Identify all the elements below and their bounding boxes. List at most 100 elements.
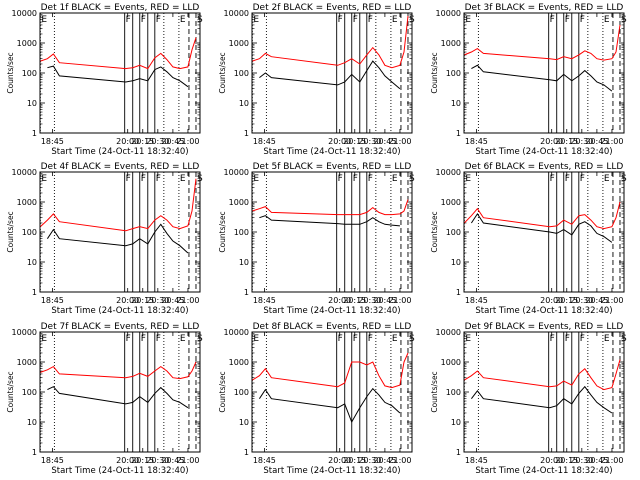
x-tick-label: 18:45: [41, 296, 64, 305]
series-line-lld: [252, 199, 409, 216]
x-tick-label: 20:00: [540, 137, 563, 146]
event-marker-label: F: [338, 334, 343, 344]
y-tick-label: 1: [244, 288, 249, 297]
y-tick-label: 10000: [224, 9, 249, 18]
y-axis-label: Counts/sec: [430, 371, 439, 412]
event-marker-label: F: [126, 174, 131, 184]
x-axis-label: Start Time (24-Oct-11 18:32:40): [475, 466, 612, 476]
y-tick-label: 10000: [12, 9, 37, 18]
x-tick-label: 20:45: [373, 137, 396, 146]
x-tick-label: 21:00: [176, 456, 199, 465]
x-axis-label: Start Time (24-Oct-11 18:32:40): [263, 466, 400, 476]
x-axis-label: Start Time (24-Oct-11 18:32:40): [51, 306, 188, 316]
x-tick-label: 20:15: [131, 296, 154, 305]
x-tick-label: 20:00: [116, 137, 139, 146]
series-line-events: [471, 385, 613, 414]
y-tick-label: 10: [27, 99, 37, 108]
panel-9: Det 9f BLACK = Events, RED = LLD Counts/s…: [430, 322, 627, 476]
panel-4: Det 4f BLACK = Events, RED = LLD Counts/s…: [6, 162, 203, 316]
plot-frame: [39, 12, 201, 134]
event-marker-label: E: [253, 15, 259, 25]
x-axis-label: Start Time (24-Oct-11 18:32:40): [475, 306, 612, 316]
event-marker-label: E: [180, 334, 186, 344]
x-axis-label: Start Time (24-Oct-11 18:32:40): [51, 147, 188, 157]
plot-frame: [39, 331, 201, 453]
series-line-events: [471, 64, 613, 92]
panel-title: Det 8f BLACK = Events, RED = LLD: [253, 322, 412, 332]
plot-frame: [463, 171, 625, 293]
x-tick-label: 20:00: [540, 296, 563, 305]
x-tick-label: 18:45: [465, 456, 488, 465]
series-line-events: [259, 215, 400, 227]
series-line-lld: [40, 361, 197, 380]
series-line-events: [258, 387, 401, 424]
y-tick-label: 1000: [17, 358, 37, 367]
y-tick-label: 100: [22, 388, 37, 397]
y-tick-label: 100: [22, 228, 37, 237]
event-marker-label: E: [392, 334, 398, 344]
event-marker-label: F: [550, 334, 555, 344]
x-tick-label: 20:30: [146, 137, 169, 146]
x-tick-label: 20:45: [585, 137, 608, 146]
y-tick-label: 1: [32, 129, 37, 138]
x-tick-label: 21:00: [600, 456, 623, 465]
panel-title: Det 2f BLACK = Events, RED = LLD: [253, 3, 412, 13]
x-tick-label: 20:30: [146, 456, 169, 465]
x-tick-label: 21:00: [176, 296, 199, 305]
series-line-lld: [252, 352, 409, 389]
panel-title: Det 4f BLACK = Events, RED = LLD: [41, 162, 200, 172]
event-marker-label: F: [141, 334, 146, 344]
series-line-lld: [39, 178, 197, 232]
x-tick-label: 20:45: [161, 137, 184, 146]
event-marker-label: E: [392, 15, 398, 25]
y-tick-label: 1: [456, 288, 461, 297]
y-tick-label: 1: [32, 288, 37, 297]
y-axis-label: Counts/sec: [430, 52, 439, 93]
y-tick-label: 10: [451, 418, 461, 427]
y-tick-label: 10000: [436, 9, 461, 18]
panel-title: Det 5f BLACK = Events, RED = LLD: [253, 162, 412, 172]
y-tick-label: 10: [27, 258, 37, 267]
x-tick-label: 18:45: [253, 137, 276, 146]
y-tick-label: 1: [456, 129, 461, 138]
x-tick-label: 20:15: [343, 296, 366, 305]
y-tick-label: 1: [244, 448, 249, 457]
plot-frame: [463, 12, 625, 134]
x-tick-label: 20:00: [328, 456, 351, 465]
event-marker-label: F: [580, 174, 585, 184]
y-axis-label: Counts/sec: [218, 211, 227, 252]
panel-title: Det 7f BLACK = Events, RED = LLD: [41, 322, 200, 332]
panel-2: Det 2f BLACK = Events, RED = LLD Counts/s…: [218, 3, 415, 157]
event-marker-label: E: [465, 174, 471, 184]
event-marker-label: F: [565, 334, 570, 344]
event-marker-label: E: [41, 174, 47, 184]
y-axis-label: Counts/sec: [6, 52, 15, 93]
y-tick-label: 1000: [229, 358, 249, 367]
y-tick-label: 100: [234, 228, 249, 237]
x-tick-label: 21:00: [388, 456, 411, 465]
event-marker-label: F: [368, 334, 373, 344]
y-axis-label: Counts/sec: [218, 52, 227, 93]
x-tick-label: 21:00: [388, 137, 411, 146]
event-marker-label: E: [604, 15, 610, 25]
event-marker-label: F: [338, 15, 343, 25]
x-tick-label: 20:30: [570, 456, 593, 465]
y-tick-label: 1000: [229, 198, 249, 207]
x-tick-label: 21:00: [600, 296, 623, 305]
x-tick-label: 20:30: [570, 137, 593, 146]
x-tick-label: 21:00: [388, 296, 411, 305]
x-tick-label: 20:15: [131, 137, 154, 146]
series-line-lld: [40, 37, 197, 70]
event-marker-label: F: [353, 174, 358, 184]
y-tick-label: 1000: [17, 39, 37, 48]
event-marker-label: E: [465, 334, 471, 344]
panel-8: Det 8f BLACK = Events, RED = LLD Counts/s…: [218, 322, 415, 476]
panel-3: Det 3f BLACK = Events, RED = LLD Counts/s…: [430, 3, 627, 157]
x-tick-label: 20:30: [358, 456, 381, 465]
y-tick-label: 10000: [12, 328, 37, 337]
plot-frame: [251, 12, 413, 134]
x-axis-label: Start Time (24-Oct-11 18:32:40): [263, 306, 400, 316]
event-marker-label: F: [565, 174, 570, 184]
event-marker-label: E: [465, 15, 471, 25]
x-tick-label: 20:15: [555, 296, 578, 305]
